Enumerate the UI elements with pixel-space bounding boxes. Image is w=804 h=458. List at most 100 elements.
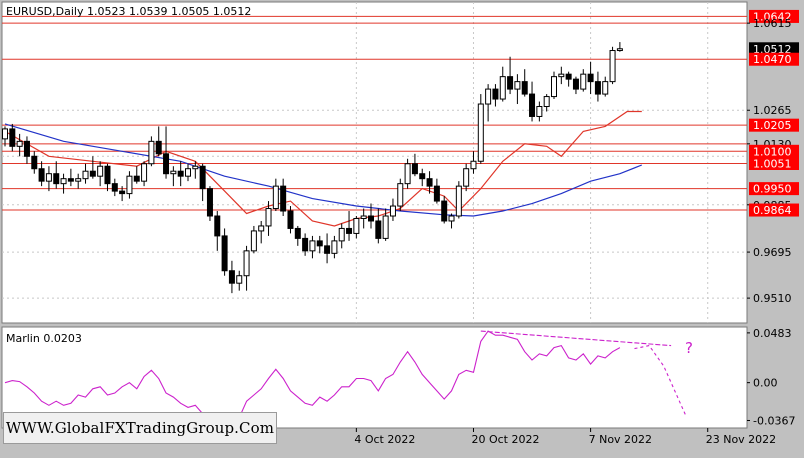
candle-body xyxy=(551,76,557,98)
candle-body xyxy=(499,76,506,100)
candle-body xyxy=(16,140,23,147)
candle xyxy=(214,211,221,251)
candle-body xyxy=(580,73,587,90)
candle-body xyxy=(294,227,301,239)
candle xyxy=(616,42,623,52)
candle-body xyxy=(485,88,492,105)
candle xyxy=(514,74,521,105)
indicator-label-tick: -0.0367 xyxy=(753,414,795,427)
marlin-forecast-line xyxy=(634,344,687,416)
candle xyxy=(243,245,250,291)
candle xyxy=(67,168,74,187)
forecast-question-mark: ? xyxy=(685,339,693,357)
candle-body xyxy=(360,215,367,219)
candle-body xyxy=(236,275,243,284)
candle-body xyxy=(89,170,96,177)
candle xyxy=(294,225,301,246)
candle-body xyxy=(133,175,140,182)
candle xyxy=(16,133,23,157)
candle-body xyxy=(97,165,104,177)
candle xyxy=(499,66,506,102)
main-plot-area xyxy=(1,1,748,324)
candle-body xyxy=(126,175,133,195)
candle xyxy=(258,220,265,244)
candle xyxy=(338,223,345,249)
candle xyxy=(419,168,426,187)
time-label: 20 Oct 2022 xyxy=(471,433,539,446)
candle-body xyxy=(258,225,265,232)
candle xyxy=(602,76,609,97)
candle-body xyxy=(163,153,170,175)
candle-body xyxy=(45,173,52,182)
candle xyxy=(331,235,338,259)
indicator-lines xyxy=(4,330,687,433)
candle xyxy=(280,178,287,216)
candle-body xyxy=(411,163,418,175)
candle-body xyxy=(155,140,162,155)
candle xyxy=(346,211,353,241)
candle xyxy=(9,123,16,152)
candle xyxy=(543,94,550,112)
candle xyxy=(536,101,543,122)
candle xyxy=(221,228,228,276)
indicator-plot-area xyxy=(1,326,748,429)
candle-body xyxy=(302,237,309,252)
candle xyxy=(360,208,367,229)
time-axis: 4 Oct 2022 20 Oct 2022 7 Nov 2022 23 Nov 20… xyxy=(354,428,776,446)
time-label: 7 Nov 2022 xyxy=(589,433,652,446)
candle-body xyxy=(331,240,338,254)
divergence-line xyxy=(480,330,672,347)
candle xyxy=(133,166,140,184)
candle-body xyxy=(602,81,609,95)
candle-body xyxy=(170,170,177,175)
candle-body xyxy=(455,185,462,217)
candle xyxy=(126,171,133,199)
candle-body xyxy=(221,235,228,272)
candle-body xyxy=(199,165,206,190)
time-label: 23 Nov 2022 xyxy=(706,433,776,446)
marlin-line xyxy=(4,330,621,433)
candle-body xyxy=(587,73,594,83)
candle xyxy=(60,173,67,194)
candle-body xyxy=(382,215,389,239)
candle-body xyxy=(433,185,440,202)
candle xyxy=(594,71,601,102)
candle xyxy=(404,158,411,189)
candle xyxy=(163,126,170,179)
candle-body xyxy=(214,215,221,237)
candle xyxy=(2,126,8,147)
candle-body xyxy=(353,217,360,234)
candle xyxy=(382,208,389,241)
candle-body xyxy=(316,240,323,247)
price-label: 1.0642 xyxy=(753,10,792,23)
candle-body xyxy=(23,140,30,157)
candle xyxy=(587,61,594,95)
candle xyxy=(455,181,462,219)
price-tag xyxy=(749,182,799,196)
candle xyxy=(199,163,206,202)
candle-body xyxy=(82,170,89,180)
plot-areas xyxy=(1,1,748,429)
candle-body xyxy=(111,183,118,192)
candle xyxy=(551,71,557,100)
candle-body xyxy=(243,250,250,277)
candle xyxy=(397,178,404,212)
candle xyxy=(177,161,184,187)
price-label: 0.9695 xyxy=(753,246,792,259)
candle-body xyxy=(470,160,477,170)
candle-body xyxy=(338,227,345,242)
candle-body xyxy=(60,178,67,185)
indicator-label-tick: 0.00 xyxy=(753,377,778,390)
price-label: 1.0265 xyxy=(753,104,792,117)
candle xyxy=(316,235,323,254)
candle xyxy=(185,163,191,182)
candle-body xyxy=(463,168,470,187)
candle-body xyxy=(543,96,550,108)
candle-body xyxy=(529,93,536,117)
candle xyxy=(53,161,60,189)
candle xyxy=(155,126,162,157)
candle-body xyxy=(2,128,8,140)
candle-body xyxy=(272,185,279,210)
candle-body xyxy=(280,185,287,212)
